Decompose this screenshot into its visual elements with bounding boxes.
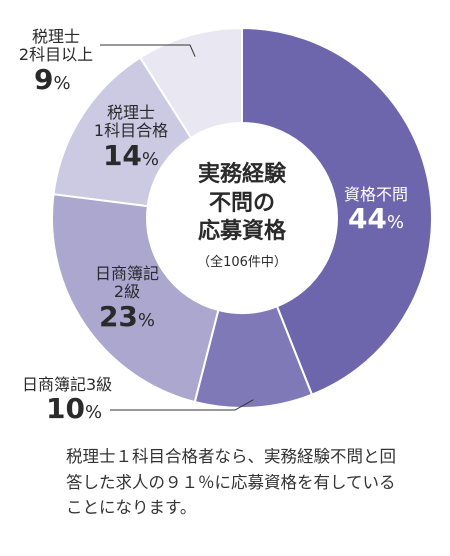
label-shikaku-fumon: 資格不問 44% (336, 185, 416, 236)
slice-label: 税理士 1科目合格 (93, 103, 169, 141)
chart-subtitle: （全106件中） (197, 254, 287, 270)
label-zeirishi-2kamoku: 税理士 2科目以上 9% (10, 27, 102, 96)
slice-label: 日商簿記3級 (22, 375, 113, 394)
label-boki-2kyu: 日商簿記 2級 23% (82, 264, 172, 333)
slice-label: 税理士 2科目以上 (18, 27, 94, 65)
chart-caption: 税理士１科目合格者なら、実務経験不問と回答した求人の９１％に応募資格を有している… (66, 447, 396, 518)
slice-label: 日商簿記 2級 (94, 264, 159, 302)
donut-hole (147, 123, 337, 313)
slice-value: 23% (98, 299, 156, 333)
chart-title: 実務経験 不問の 応募資格 (197, 162, 286, 245)
leader-line-boki-3kyu (110, 399, 254, 411)
label-zeirishi-1kamoku: 税理士 1科目合格 14% (86, 103, 176, 172)
leader-line-zeirishi-2kamoku (100, 44, 196, 57)
slice-value: 10% (46, 392, 103, 426)
slice-value: 14% (102, 138, 160, 172)
label-boki-3kyu: 日商簿記3級 10% (22, 375, 142, 426)
slice-label: 資格不問 (343, 185, 408, 204)
chart-center-title: 実務経験 不問の 応募資格 （全106件中） (172, 161, 312, 270)
slice-value: 9% (34, 62, 71, 96)
slice-value: 44% (347, 202, 405, 236)
